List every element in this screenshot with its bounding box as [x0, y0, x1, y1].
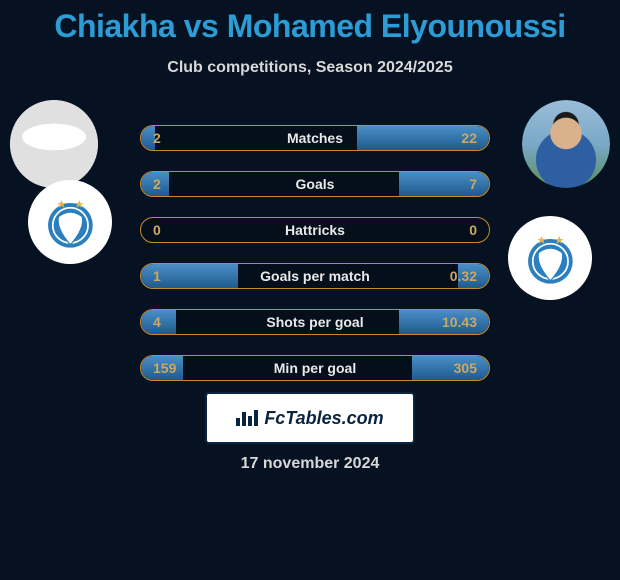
bars-icon: [236, 410, 258, 426]
stat-row: 2Goals7: [140, 171, 490, 197]
stat-row: 0Hattricks0: [140, 217, 490, 243]
stat-value-right: 305: [454, 360, 477, 376]
stat-value-right: 22: [461, 130, 477, 146]
avatar-photo: [522, 100, 610, 188]
stat-label: Matches: [141, 130, 489, 146]
fck-crest-icon: [521, 229, 580, 288]
stat-row: 4Shots per goal10.43: [140, 309, 490, 335]
fck-crest-icon: [41, 193, 100, 252]
branding-box: FcTables.com: [205, 392, 415, 444]
stat-value-right: 7: [469, 176, 477, 192]
stat-value-right: 0: [469, 222, 477, 238]
stats-table: 2Matches22 2Goals7 0Hattricks0 1Goals per m…: [140, 125, 490, 401]
stat-label: Hattricks: [141, 222, 489, 238]
stat-row: 2Matches22: [140, 125, 490, 151]
stat-row: 159Min per goal305: [140, 355, 490, 381]
date-text: 17 november 2024: [0, 455, 620, 473]
player-left-avatar: [10, 100, 98, 188]
club-badge-right: [508, 216, 592, 300]
avatar-placeholder-icon: [10, 100, 98, 188]
stat-value-right: 10.43: [442, 314, 477, 330]
branding-text: FcTables.com: [264, 408, 383, 429]
stat-label: Goals per match: [141, 268, 489, 284]
stat-value-right: 0.32: [450, 268, 477, 284]
player-right-avatar: [522, 100, 610, 188]
stat-label: Shots per goal: [141, 314, 489, 330]
stat-label: Goals: [141, 176, 489, 192]
subtitle: Club competitions, Season 2024/2025: [0, 59, 620, 77]
stat-row: 1Goals per match0.32: [140, 263, 490, 289]
club-badge-left: [28, 180, 112, 264]
page-title: Chiakha vs Mohamed Elyounoussi: [0, 0, 620, 45]
stat-label: Min per goal: [141, 360, 489, 376]
